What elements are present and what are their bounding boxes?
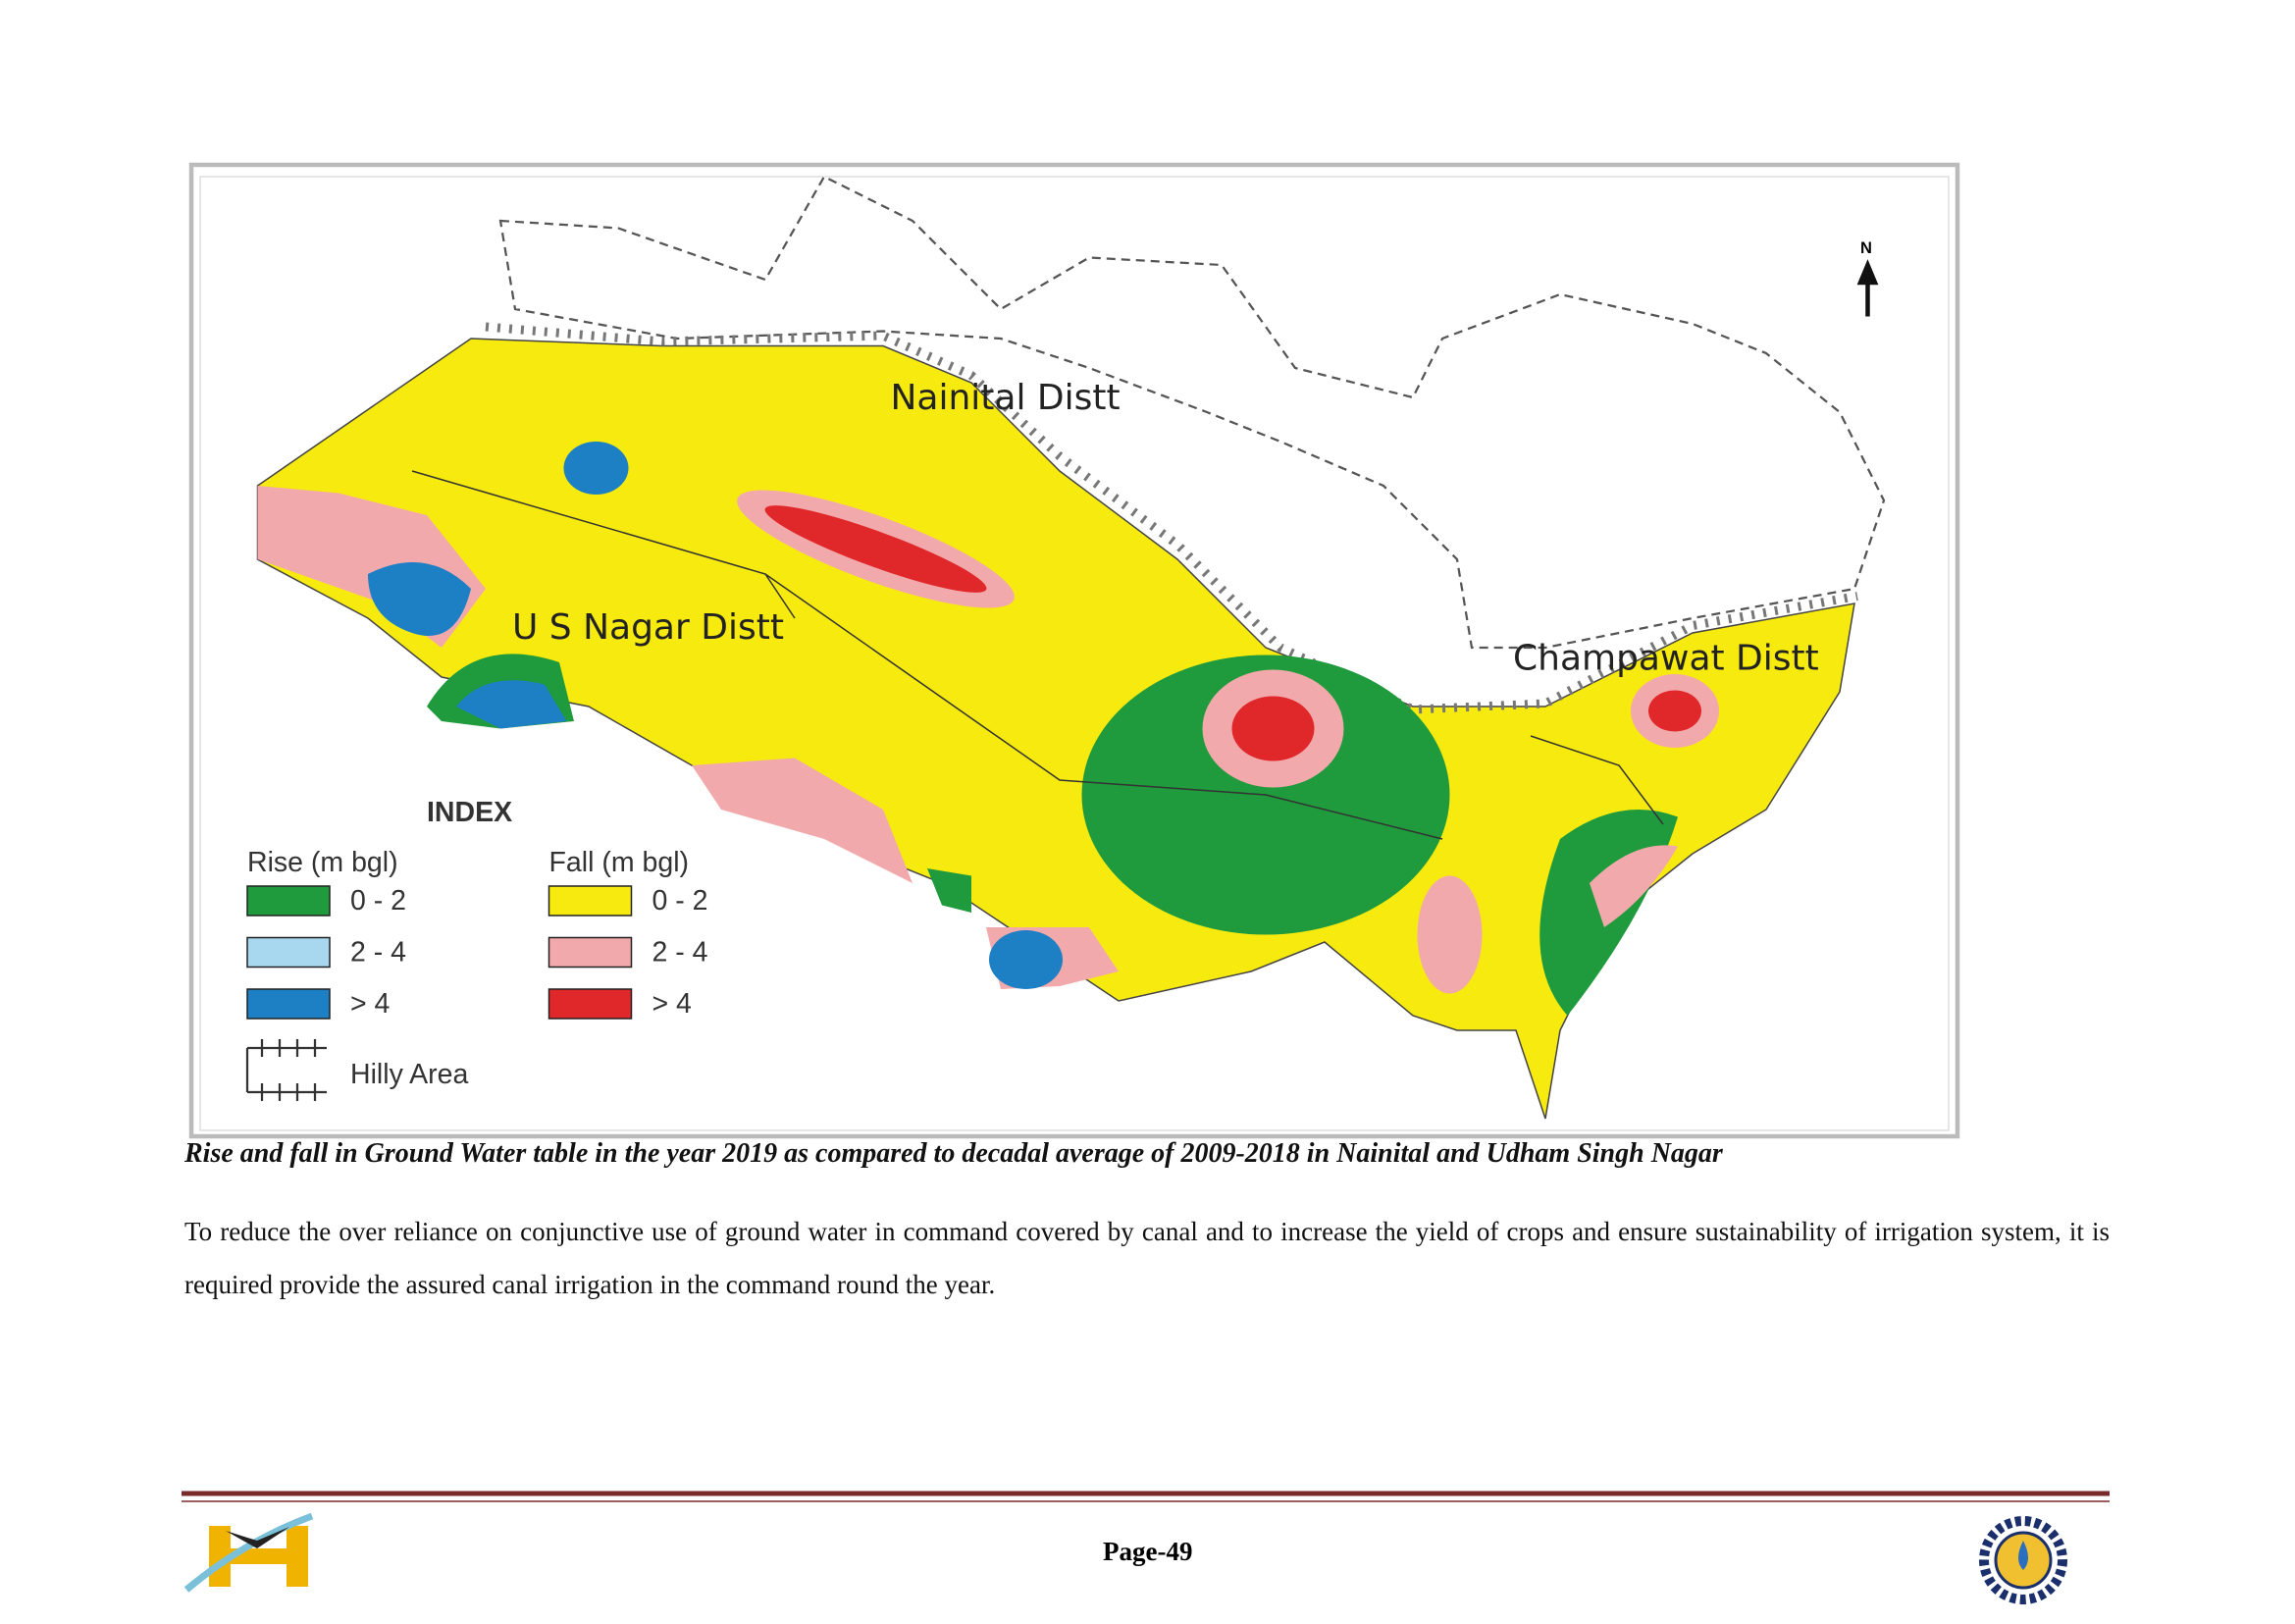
page-number: Page-49: [1103, 1537, 1193, 1566]
district-label: U S Nagar Distt: [512, 607, 784, 648]
right-logo: [1979, 1516, 2067, 1604]
legend-group: Fall (m bgl): [549, 847, 690, 878]
legend-item: 2 - 4: [652, 937, 708, 969]
left-logo: [183, 1512, 314, 1593]
district-label: Nainital Distt: [891, 378, 1121, 418]
legend-item: 0 - 2: [652, 885, 708, 917]
map: Nainital Distt U S Nagar Distt Champawat…: [188, 162, 1960, 1139]
legend-group: Rise (m bgl): [247, 847, 398, 878]
legend-item: Hilly Area: [350, 1059, 469, 1090]
district-label: Champawat Distt: [1513, 639, 1819, 679]
north-label: N: [1860, 239, 1872, 257]
figure-caption: Rise and fall in Ground Water table in t…: [184, 1138, 1723, 1169]
body-paragraph: To reduce the over reliance on conjuncti…: [184, 1217, 2110, 1299]
legend-title: INDEX: [427, 797, 512, 828]
legend-item: > 4: [350, 988, 391, 1020]
legend-item: 2 - 4: [350, 937, 406, 969]
legend-item: 0 - 2: [350, 885, 406, 917]
legend-item: > 4: [652, 988, 693, 1020]
